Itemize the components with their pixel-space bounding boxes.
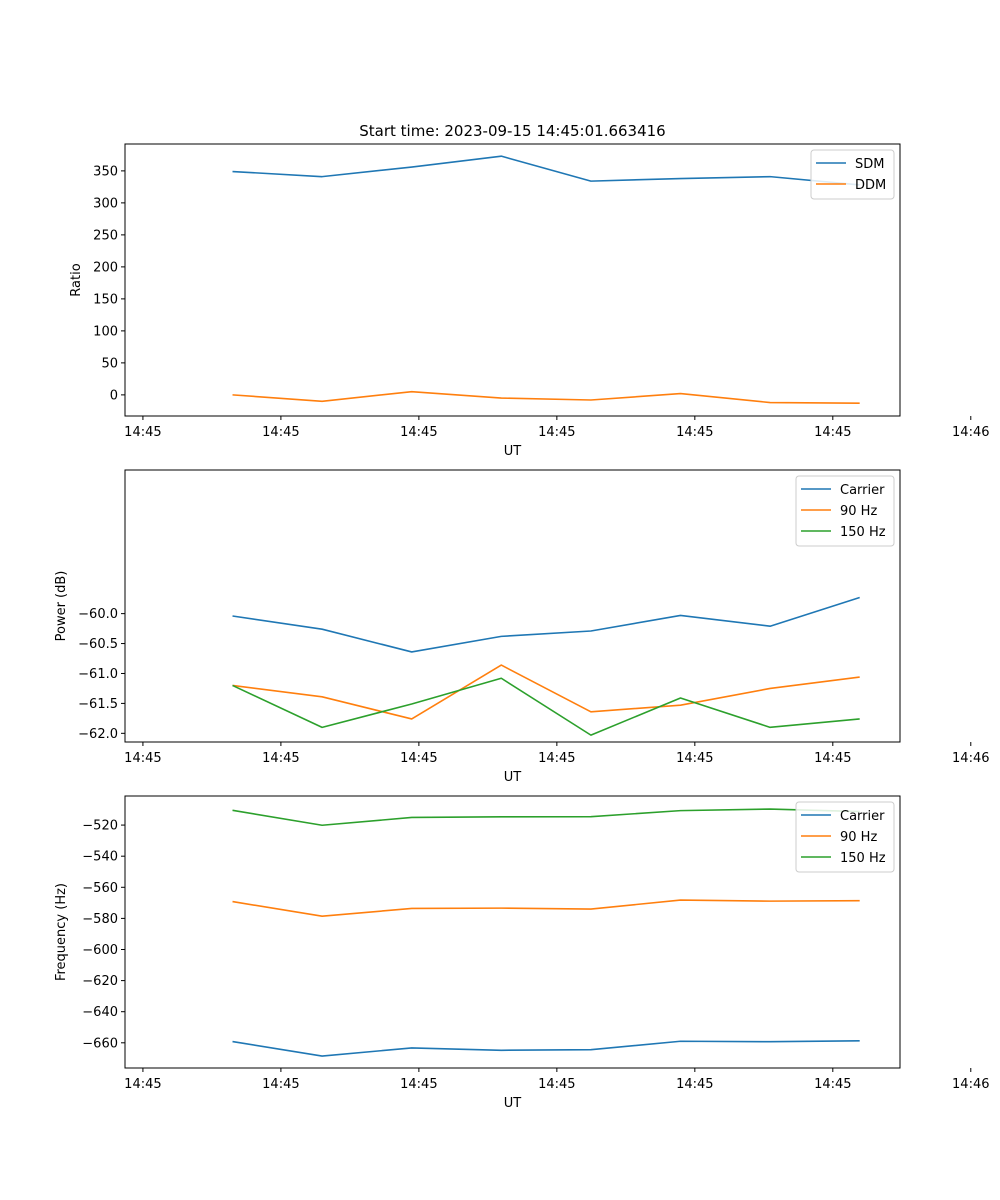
subplot-frequency: 14:45 14:45 14:45 14:45 14:45 14:45 14:46 −660 −… (54, 795, 990, 1111)
x-tick-label: 14:45 (262, 751, 299, 766)
x-tick-label: 14:45 (124, 425, 161, 440)
y-axis-label: Power (dB) (54, 571, 69, 642)
axes-frame (124, 143, 901, 417)
y-tick-label: −560 (82, 881, 118, 896)
legend-label-90-hz: 90 Hz (840, 830, 877, 845)
axes-frame (124, 795, 901, 1069)
y-tick-label: 50 (101, 356, 118, 371)
legend-label-90-hz: 90 Hz (840, 504, 877, 519)
y-tick-label: −62.0 (78, 727, 118, 742)
x-tick-label: 14:45 (538, 751, 575, 766)
legend: SDM DDM (810, 149, 895, 200)
y-tick-label: 300 (93, 196, 118, 211)
x-tick-label: 14:45 (814, 751, 851, 766)
y-tick-label: 0 (110, 388, 118, 403)
y-tick-label: 100 (93, 324, 118, 339)
legend-box (795, 475, 895, 547)
series-line-carrier (232, 596, 860, 653)
y-tick-label: −640 (82, 1005, 118, 1020)
legend-label-150-hz: 150 Hz (840, 851, 886, 866)
figure-title: Start time: 2023-09-15 14:45:01.663416 (359, 122, 665, 140)
x-tick-label: 14:46 (952, 425, 989, 440)
y-tick-label: −580 (82, 912, 118, 927)
y-tick-label: 350 (93, 164, 118, 179)
y-tick-label: −540 (82, 850, 118, 865)
y-tick-label: 250 (93, 228, 118, 243)
legend-label-sdm: SDM (855, 157, 884, 172)
series-line-ddm (232, 390, 860, 404)
x-tick-label: 14:45 (538, 1077, 575, 1092)
series-line-90-hz (232, 899, 860, 918)
legend-label-ddm: DDM (855, 178, 886, 193)
x-tick-label: 14:45 (400, 1077, 437, 1092)
x-tick-label: 14:45 (262, 1077, 299, 1092)
legend: Carrier 90 Hz 150 Hz (795, 801, 895, 873)
y-tick-label: 200 (93, 260, 118, 275)
legend: Carrier 90 Hz 150 Hz (795, 475, 895, 547)
y-axis-label: Frequency (Hz) (54, 883, 69, 981)
subplot-power: 14:45 14:45 14:45 14:45 14:45 14:45 14:46 −62.0… (54, 469, 990, 785)
y-tick-label: 150 (93, 292, 118, 307)
x-tick-label: 14:45 (676, 751, 713, 766)
legend-box (795, 801, 895, 873)
x-tick-label: 14:45 (400, 425, 437, 440)
x-axis-label: UT (504, 444, 522, 459)
y-tick-label: −660 (82, 1036, 118, 1051)
y-tick-label: −600 (82, 943, 118, 958)
x-axis-label: UT (504, 1096, 522, 1111)
x-tick-label: 14:45 (676, 425, 713, 440)
subplot-ratio: 14:45 14:45 14:45 14:45 14:45 14:45 14:46 0 50 10… (69, 143, 990, 459)
y-tick-label: −60.0 (78, 607, 118, 622)
series-line-90-hz (232, 664, 860, 720)
y-axis-label: Ratio (69, 263, 84, 296)
series-line-sdm (232, 155, 860, 186)
x-axis-label: UT (504, 770, 522, 785)
y-tick-label: −520 (82, 819, 118, 834)
x-tick-label: 14:46 (952, 1077, 989, 1092)
x-tick-label: 14:45 (814, 425, 851, 440)
y-tick-label: −61.5 (78, 697, 118, 712)
x-tick-label: 14:45 (676, 1077, 713, 1092)
y-tick-label: −61.0 (78, 667, 118, 682)
y-tick-label: −620 (82, 974, 118, 989)
x-tick-label: 14:45 (814, 1077, 851, 1092)
x-tick-label: 14:45 (262, 425, 299, 440)
series-line-150-hz (232, 677, 860, 736)
axes-frame (124, 469, 901, 743)
y-tick-label: −60.5 (78, 637, 118, 652)
x-tick-label: 14:45 (124, 751, 161, 766)
x-tick-label: 14:45 (400, 751, 437, 766)
legend-label-carrier: Carrier (840, 809, 885, 824)
x-tick-label: 14:46 (952, 751, 989, 766)
legend-label-150-hz: 150 Hz (840, 525, 886, 540)
legend-label-carrier: Carrier (840, 483, 885, 498)
series-line-150-hz (232, 808, 860, 827)
x-tick-label: 14:45 (124, 1077, 161, 1092)
series-line-carrier (232, 1039, 860, 1057)
x-tick-label: 14:45 (538, 425, 575, 440)
